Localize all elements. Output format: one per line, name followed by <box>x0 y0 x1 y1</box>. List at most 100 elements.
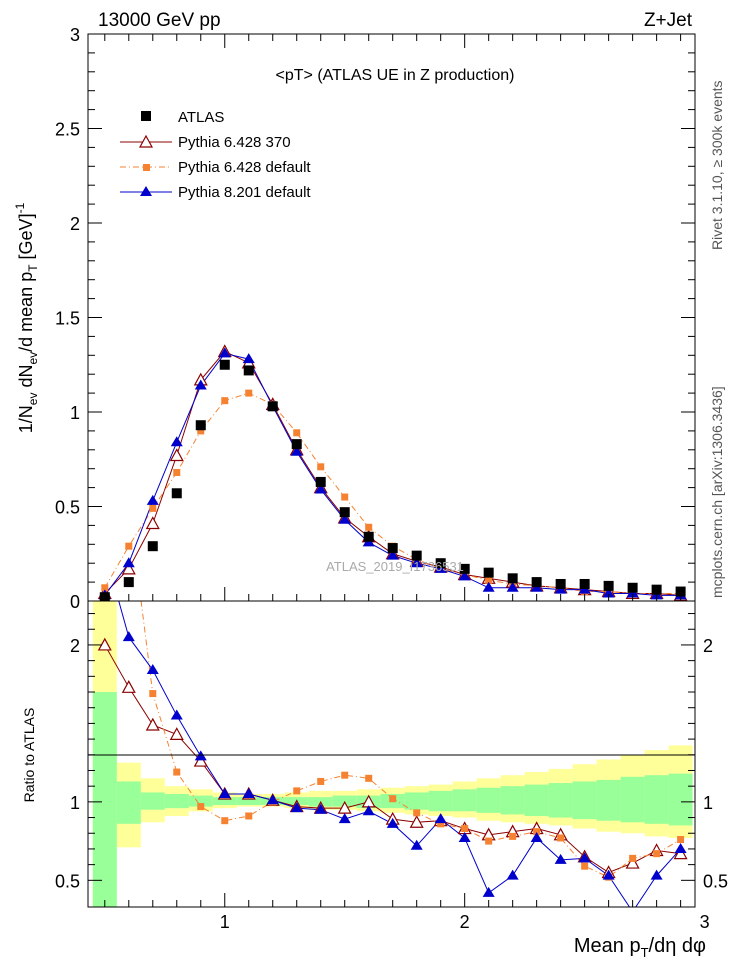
legend-marker-py6-default <box>143 164 150 171</box>
green-band-bin <box>404 792 429 810</box>
green-band-bin <box>140 792 165 810</box>
ratio-pythia-6-428-370-point <box>145 717 160 731</box>
main-atlas-point <box>627 582 638 593</box>
ratio-pythia-6-428-default-point <box>317 777 325 785</box>
main-pythia-8-201-default-point <box>506 581 519 592</box>
main-atlas-point <box>171 488 182 499</box>
ratio-pythia-6-428-default-point <box>461 825 469 833</box>
main-pythia-8-201-default-point <box>314 483 327 494</box>
ratio-pythia-6-428-370-point <box>121 680 136 693</box>
ratio-pythia-6-428-default-point <box>245 812 253 820</box>
ratio-uncertainty-bands <box>92 601 693 907</box>
main-pythia-6-428-default-point <box>365 523 373 531</box>
main-pythia-6-428-default-point <box>221 397 229 405</box>
side-label-bottom: mcplots.cern.ch [arXiv:1306.3436] <box>709 386 725 598</box>
ratio-pythia-8-201-default-point <box>458 831 471 842</box>
legend-label-py6-370: Pythia 6.428 370 <box>178 134 291 151</box>
legend-marker-py8-default <box>140 186 152 196</box>
ratio-y-tick-label-left: 0.5 <box>55 871 80 891</box>
ratio-pythia-6-428-default-point <box>293 787 301 795</box>
main-atlas-point <box>435 558 446 569</box>
ratio-pythia-6-428-default-point <box>557 834 565 842</box>
ratio-plot-series <box>97 545 688 907</box>
main-atlas-point <box>483 567 494 578</box>
ratio-y-axis-label: Ratio to ATLAS <box>21 708 37 803</box>
main-pythia-8-201-default-point <box>170 436 183 447</box>
main-pythia-6-428-default-point <box>101 584 109 592</box>
main-pythia-6-428-370-point <box>121 561 136 575</box>
ratio-pythia-6-428-default-point <box>581 862 589 870</box>
main-pythia-8-201-default-point <box>410 557 423 568</box>
legend-label-py8-default: Pythia 8.201 default <box>178 184 311 201</box>
green-band-bin <box>164 794 189 809</box>
main-pythia-6-428-default-point <box>341 493 349 501</box>
ratio-pythia-8-201-default-point <box>122 631 135 642</box>
ratio-pythia-6-428-default-point <box>197 803 205 811</box>
main-y-tick-label: 2.5 <box>55 120 80 140</box>
plot-title: <pT> (ATLAS UE in Z production) <box>276 67 515 84</box>
ratio-pythia-6-428-default-point <box>149 690 157 698</box>
green-band-bin <box>596 779 621 821</box>
legend-label-atlas: ATLAS <box>178 109 224 126</box>
ratio-pythia-6-428-370-point <box>625 855 640 869</box>
legend-label-py6-default: Pythia 6.428 default <box>178 159 311 176</box>
main-atlas-point <box>339 507 350 518</box>
main-atlas-point <box>603 580 614 591</box>
ratio-y-tick-label-right: 0.5 <box>703 871 728 891</box>
main-atlas-point <box>267 401 278 412</box>
ratio-pythia-6-428-default-point <box>509 832 517 840</box>
ratio-pythia-6-428-370-point <box>169 727 184 740</box>
ratio-pythia-8-201-default-point <box>386 817 399 828</box>
main-pythia-6-428-default-point <box>197 427 205 435</box>
main-y-tick-label: 1 <box>70 403 80 423</box>
side-label-top: Rivet 3.1.10, ≥ 300k events <box>709 80 725 250</box>
green-band-bin <box>452 789 477 812</box>
green-band-bin <box>644 775 669 824</box>
ratio-pythia-8-201-default-point <box>146 664 159 675</box>
main-pythia-8-201-default-point <box>218 347 231 358</box>
main-y-tick-label: 0 <box>70 592 80 612</box>
ratio-pythia-6-428-default-point <box>221 817 229 825</box>
main-atlas-point <box>531 577 542 588</box>
ratio-pythia-6-428-default-point <box>677 836 685 844</box>
main-y-tick-label: 3 <box>70 25 80 45</box>
main-atlas-point <box>507 573 518 584</box>
main-y-axis-label: 1/Nev dNev/d mean pT [GeV]-1 <box>13 202 40 433</box>
main-pythia-8-201-default-point <box>602 587 615 598</box>
main-pythia-6-428-default-point <box>317 463 325 471</box>
main-atlas-point <box>387 543 398 554</box>
ratio-pythia-8-201-default-point <box>554 853 567 864</box>
ratio-pythia-6-428-default-point <box>365 774 373 782</box>
ratio-pythia-8-201-default-line <box>118 601 681 907</box>
main-pythia-6-428-default-point <box>293 429 301 437</box>
green-band-bin <box>428 790 453 812</box>
green-band-bin <box>524 784 549 816</box>
main-pythia-6-428-370-point <box>169 448 184 462</box>
main-atlas-point <box>195 420 206 431</box>
main-pythia-8-201-default-point <box>146 494 159 505</box>
ratio-pythia-6-428-370-point <box>673 846 688 860</box>
ratio-pythia-8-201-default-point <box>434 813 447 824</box>
green-band-bin <box>500 786 525 815</box>
main-pythia-8-201-default-point <box>290 445 303 456</box>
ratio-pythia-8-201-default-point <box>99 545 111 555</box>
ratio-pythia-6-428-default-point <box>341 771 349 779</box>
ratio-pythia-8-201-default-point <box>338 813 351 824</box>
main-atlas-point <box>579 578 590 589</box>
legend-marker-py6-370 <box>138 134 154 148</box>
ratio-pythia-8-201-default-point <box>602 869 615 880</box>
main-atlas-point <box>555 578 566 589</box>
main-pythia-6-428-default-point <box>173 468 181 476</box>
ratio-pythia-8-201-default-point <box>242 788 255 799</box>
main-clipped <box>97 344 688 601</box>
ratio-pythia-6-428-370-point <box>409 815 424 828</box>
main-pythia-6-428-default-point <box>149 504 157 512</box>
ratio-pythia-8-201-default-point <box>482 886 495 897</box>
main-pythia-6-428-370-point <box>145 516 160 530</box>
green-band-bin <box>92 692 117 907</box>
ratio-pythia-8-201-default-point <box>578 852 591 863</box>
ratio-pythia-8-201-default-point <box>266 794 279 805</box>
ratio-pythia-8-201-default-point <box>314 803 327 814</box>
main-pythia-8-201-default-point <box>386 549 399 560</box>
main-pythia-8-201-default-point <box>194 379 207 390</box>
